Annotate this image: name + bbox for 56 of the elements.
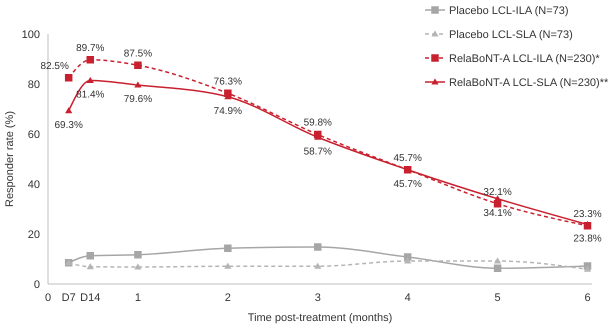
data-label: 76.3% <box>214 76 242 88</box>
data-label: 23.8% <box>573 234 602 244</box>
x-tick-label: 2 <box>224 292 231 304</box>
point <box>64 74 72 82</box>
x-tick-label: D14 <box>80 292 100 304</box>
point <box>86 76 94 84</box>
data-label: 87.5% <box>124 48 152 60</box>
legend-label: RelaBoNT-A LCL-ILA (N=230)* <box>449 53 600 65</box>
point <box>224 244 232 252</box>
data-label: 82.5% <box>40 60 69 72</box>
point <box>584 266 592 272</box>
point <box>404 257 412 264</box>
x-tick-label: D7 <box>62 292 76 304</box>
point <box>134 251 142 258</box>
y-tick-label: 40 <box>28 179 40 191</box>
point <box>494 264 502 272</box>
point <box>134 263 142 270</box>
point <box>86 263 94 270</box>
x-tick-label: 0 <box>44 292 52 304</box>
data-label: 79.6% <box>124 94 152 105</box>
x-tick-label: 5 <box>494 292 501 304</box>
point <box>494 195 502 202</box>
y-tick-label: 80 <box>28 79 40 91</box>
point <box>494 257 502 264</box>
point <box>224 262 232 269</box>
data-label: 69.3% <box>54 120 83 131</box>
y-tick-label: 60 <box>28 129 40 141</box>
point <box>86 252 94 260</box>
data-label: 45.7% <box>393 178 422 190</box>
data-label: 34.1% <box>483 208 512 219</box>
data-label: 23.3% <box>573 208 602 220</box>
y-tick-label: 20 <box>28 229 40 241</box>
data-label: 74.9% <box>214 106 242 117</box>
data-label: 81.4% <box>76 90 105 100</box>
x-tick-label: 1 <box>134 292 141 304</box>
y-tick-label: 100 <box>22 29 40 41</box>
point <box>134 81 142 88</box>
point <box>314 243 322 251</box>
data-label: 58.7% <box>304 146 332 158</box>
point <box>86 56 94 64</box>
data-label: 59.8% <box>304 118 332 128</box>
y-tick-label: 0 <box>34 279 40 291</box>
legend-label: Placebo LCL-SLA (N=73) <box>449 29 573 41</box>
y-axis-title: Responder rate (%) <box>4 111 16 207</box>
legend-label: RelaBoNT-A LCL-SLA (N=230)** <box>449 77 609 89</box>
x-axis-title: Time post-treatment (months) <box>248 312 392 324</box>
legend-label: Placebo LCL-ILA (N=73) <box>449 5 569 17</box>
data-label: 32.1% <box>483 186 512 198</box>
x-tick-label: 4 <box>404 292 411 304</box>
data-label: 45.7% <box>393 152 422 164</box>
x-tick-label: 6 <box>584 292 591 304</box>
point <box>65 107 72 114</box>
point <box>314 262 322 269</box>
x-tick-label: 3 <box>314 292 321 304</box>
data-label: 89.7% <box>76 42 105 54</box>
point <box>134 62 142 69</box>
